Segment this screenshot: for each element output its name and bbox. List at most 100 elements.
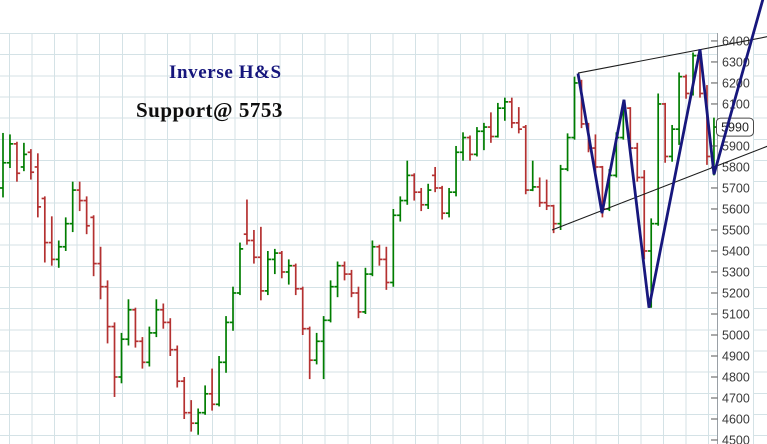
ohlc-bar	[271, 248, 279, 275]
ohlc-bar	[215, 355, 223, 407]
ohlc-bar	[494, 102, 502, 138]
ohlc-bar	[668, 124, 676, 162]
ohlc-bar	[285, 259, 292, 285]
channel-upper-line	[577, 36, 767, 74]
ohlc-bar	[160, 303, 167, 329]
ohlc-bar	[90, 215, 97, 277]
ohlc-bar	[69, 181, 76, 233]
axis-tick-label: 4700	[722, 392, 750, 406]
ohlc-bar	[201, 385, 209, 415]
ohlc-bar	[167, 318, 174, 356]
axis-tick-label: 4500	[722, 434, 750, 444]
ohlc-bar	[480, 122, 488, 151]
ohlc-bar	[641, 170, 648, 260]
ohlc-bar	[76, 181, 83, 212]
ohlc-bar	[445, 187, 453, 218]
ohlc-bar	[654, 93, 662, 226]
pattern-annotation: Inverse H&S	[169, 62, 282, 83]
ohlc-bar	[139, 337, 146, 369]
ohlc-bar	[661, 102, 669, 163]
price-axis: 6400630062006100590058005700560055005400…	[711, 34, 750, 444]
ohlc-bar	[6, 134, 14, 169]
ohlc-bar	[111, 322, 118, 397]
ohlc-bar	[264, 250, 272, 296]
axis-tick-label: 6400	[722, 34, 750, 48]
axis-tick-label: 4600	[722, 413, 750, 427]
axis-tick-label: 5500	[722, 223, 750, 237]
ohlc-bar	[550, 204, 557, 234]
ohlc-bar	[187, 400, 195, 432]
axis-tick-label: 6200	[722, 76, 750, 90]
ohlc-bar	[459, 132, 467, 161]
ohlc-bar	[34, 153, 42, 218]
ohlc-bar	[501, 97, 509, 121]
ohlc-bars	[0, 52, 718, 435]
ohlc-bar	[355, 286, 362, 319]
ohlc-bar	[194, 408, 202, 435]
ohlc-bar	[411, 173, 418, 201]
inverse-hs-zigzag-line	[576, 0, 765, 308]
ohlc-bar	[508, 97, 516, 129]
ohlc-bar	[27, 149, 35, 180]
ohlc-bar	[125, 299, 132, 346]
ohlc-bar	[557, 164, 564, 230]
ohlc-bar	[515, 107, 522, 134]
ohlc-bar	[424, 183, 432, 209]
ohlc-bar	[118, 332, 125, 384]
ohlc-bar	[278, 250, 285, 279]
ohlc-bar	[564, 133, 571, 172]
ohlc-bar	[675, 72, 683, 145]
ohlc-bar	[390, 208, 397, 287]
ohlc-bar	[369, 240, 376, 277]
ohlc-bar	[174, 345, 181, 388]
ohlc-bar	[306, 326, 313, 380]
ohlc-bar	[438, 185, 446, 220]
ohlc-bar	[13, 141, 21, 182]
ohlc-bar	[55, 240, 62, 268]
ohlc-bar	[376, 244, 383, 266]
axis-label-band	[718, 0, 753, 444]
ohlc-bar	[536, 177, 543, 207]
ohlc-bar	[529, 160, 536, 192]
axis-tick-label: 5100	[722, 307, 750, 321]
axis-tick-label: 4900	[722, 349, 750, 363]
ohlc-bar	[20, 142, 28, 172]
ohlc-bar	[62, 217, 69, 251]
top-margin	[0, 0, 767, 33]
ohlc-bar	[181, 377, 188, 420]
ohlc-bar	[48, 216, 55, 266]
ohlc-bar	[153, 299, 160, 338]
ohlc-bar	[634, 142, 641, 182]
axis-tick-label: 5400	[722, 244, 750, 258]
ohlc-bar	[543, 179, 550, 211]
axis-tick-label: 5000	[722, 328, 750, 342]
ohlc-bar	[83, 196, 90, 235]
ohlc-bar	[208, 368, 216, 411]
ohlc-bar	[132, 307, 139, 348]
axis-tick-label: 6100	[722, 97, 750, 111]
ohlc-bar	[299, 286, 306, 335]
ohlc-bar	[487, 112, 495, 143]
ohlc-bar	[97, 246, 104, 300]
axis-tick-label: 5300	[722, 265, 750, 279]
ohlc-bar	[571, 76, 578, 140]
ohlc-bar	[466, 135, 474, 161]
ohlc-bar	[146, 326, 153, 367]
ohlc-bar	[243, 199, 251, 245]
ohlc-bar	[257, 226, 265, 301]
ohlc-bar	[320, 316, 327, 380]
ohlc-bar	[222, 316, 230, 373]
ohlc-bar	[404, 160, 411, 205]
ohlc-bar	[418, 187, 425, 212]
ohlc-bar	[313, 332, 320, 365]
ohlc-bar	[0, 132, 7, 198]
ohlc-bar	[397, 196, 404, 222]
axis-tick-label: 5700	[722, 181, 750, 195]
axis-tick-label: 5900	[722, 139, 750, 153]
ohlc-bar	[348, 269, 355, 298]
ohlc-bar	[292, 263, 299, 296]
support-annotation: Support@ 5753	[136, 98, 283, 122]
ohlc-bar	[431, 166, 439, 193]
